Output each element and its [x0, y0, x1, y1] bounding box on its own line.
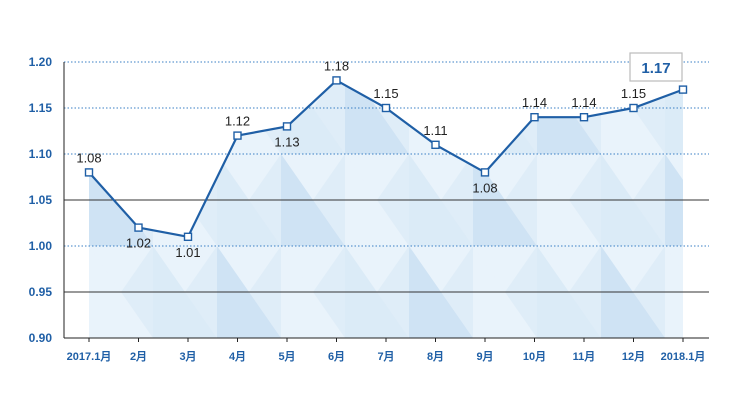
area-facet	[665, 154, 683, 246]
data-point	[530, 112, 539, 122]
data-point	[84, 168, 94, 177]
x-tick-label: 2017.1月	[67, 350, 112, 363]
x-tick-label: 12月	[622, 350, 645, 363]
data-point	[629, 103, 638, 113]
data-point	[183, 232, 193, 242]
x-tick-label: 2月	[130, 350, 147, 363]
data-label: 1.18	[324, 58, 349, 73]
data-point	[134, 223, 143, 232]
data-point	[332, 76, 341, 85]
data-label: 1.08	[472, 180, 497, 195]
x-tick-label: 9月	[476, 350, 493, 363]
x-tick-label: 2018.1月	[661, 350, 706, 363]
data-label: 1.11	[423, 123, 447, 138]
data-point	[480, 168, 490, 177]
area-facet	[665, 246, 683, 338]
y-tick-label: 1.15	[29, 101, 53, 115]
data-label: 1.15	[621, 86, 646, 101]
callout-value: 1.17	[641, 60, 670, 77]
data-label: 1.15	[373, 86, 398, 101]
data-label: 1.14	[571, 95, 596, 110]
x-tick-label: 3月	[179, 350, 196, 363]
y-tick-label: 1.10	[29, 147, 53, 161]
data-label: 1.14	[522, 95, 547, 110]
x-tick-label: 6月	[328, 350, 345, 363]
y-tick-label: 1.05	[29, 193, 53, 207]
x-tick-label: 10月	[523, 350, 546, 363]
y-tick-label: 0.95	[29, 285, 53, 299]
data-point	[431, 140, 440, 150]
data-point	[678, 85, 688, 94]
x-tick-label: 4月	[229, 350, 246, 363]
x-tick-label: 8月	[427, 350, 444, 363]
x-tick-label: 11月	[573, 350, 596, 363]
data-label: 1.13	[274, 134, 299, 149]
area-facet	[313, 80, 345, 154]
data-label: 1.02	[126, 236, 151, 251]
data-label: 1.08	[76, 150, 101, 165]
x-tick-label: 5月	[278, 350, 295, 363]
callout-box	[629, 52, 683, 82]
y-tick-label: 0.90	[29, 331, 53, 345]
data-point	[381, 103, 391, 113]
data-point	[282, 122, 292, 131]
data-label: 1.01	[175, 245, 200, 260]
y-tick-label: 1.00	[29, 239, 53, 253]
x-tick-label: 7月	[377, 350, 394, 363]
data-point	[233, 131, 242, 140]
data-point	[579, 112, 589, 122]
data-label: 1.12	[225, 114, 250, 129]
y-tick-label: 1.20	[29, 55, 53, 69]
